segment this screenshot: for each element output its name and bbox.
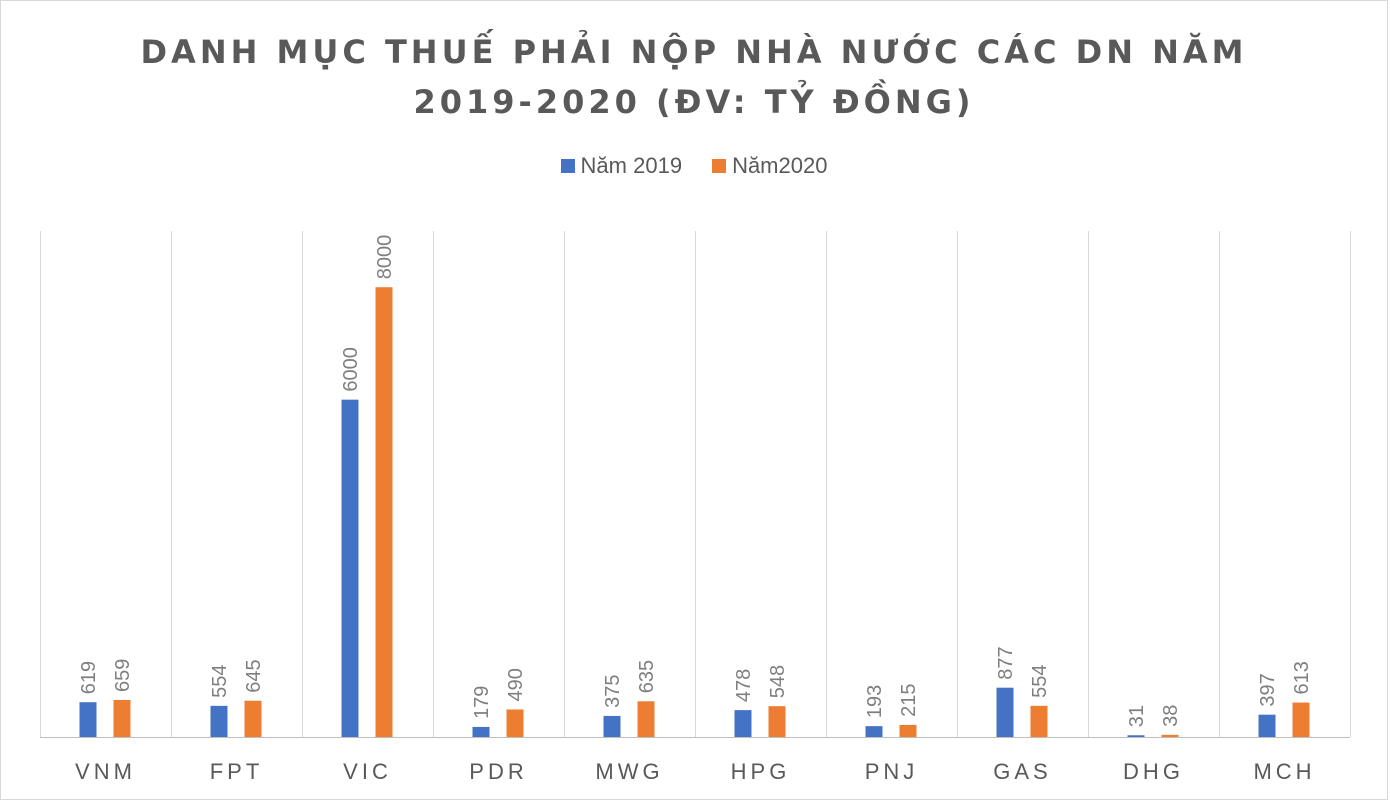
data-label-dhg-2020: 38 bbox=[1160, 705, 1182, 727]
x-tick-label-pdr: PDR bbox=[469, 759, 527, 784]
legend-swatch-2019 bbox=[560, 159, 575, 173]
bar-vnm-2019 bbox=[79, 702, 97, 737]
bar-pnj-2020 bbox=[899, 724, 917, 737]
bar-mwg-2020 bbox=[637, 701, 655, 737]
data-label-dhg-2019: 31 bbox=[1126, 705, 1148, 727]
data-label-vnm-2019: 619 bbox=[78, 661, 100, 694]
legend-item-2020: Năm2020 bbox=[712, 153, 827, 179]
bar-mwg-2019 bbox=[603, 715, 621, 737]
bar-dhg-2019 bbox=[1127, 735, 1145, 737]
data-label-mwg-2020: 635 bbox=[636, 660, 658, 693]
bar-fpt-2020 bbox=[244, 700, 262, 737]
data-label-hpg-2020: 548 bbox=[767, 665, 789, 698]
bar-vic-2019 bbox=[341, 399, 359, 737]
bar-mch-2019 bbox=[1258, 714, 1276, 737]
bar-pdr-2020 bbox=[506, 709, 524, 737]
bar-pdr-2019 bbox=[472, 726, 490, 737]
bar-vnm-2020 bbox=[113, 699, 131, 737]
x-tick-label-pnj: PNJ bbox=[865, 759, 919, 784]
legend-label-2020: Năm2020 bbox=[732, 153, 828, 178]
legend-label-2019: Năm 2019 bbox=[580, 153, 683, 178]
data-label-fpt-2020: 645 bbox=[243, 659, 265, 692]
data-label-fpt-2019: 554 bbox=[209, 664, 231, 697]
data-label-mch-2019: 397 bbox=[1257, 673, 1279, 706]
data-label-hpg-2019: 478 bbox=[733, 669, 755, 702]
data-label-gas-2019: 877 bbox=[995, 646, 1017, 679]
bar-gas-2019 bbox=[996, 687, 1014, 737]
chart-title-line-2: 2019-2020 (ĐV: TỶ ĐỒNG) bbox=[413, 83, 975, 121]
x-tick-label-mwg: MWG bbox=[595, 759, 663, 784]
bar-mch-2020 bbox=[1292, 702, 1310, 737]
legend-swatch-2020 bbox=[712, 159, 727, 173]
data-label-gas-2020: 554 bbox=[1029, 664, 1051, 697]
bar-dhg-2020 bbox=[1161, 734, 1179, 737]
bar-gas-2020 bbox=[1030, 705, 1048, 737]
bar-fpt-2019 bbox=[210, 705, 228, 737]
data-label-mwg-2019: 375 bbox=[602, 675, 624, 708]
legend: Năm 2019 Năm2020 bbox=[1, 153, 1387, 179]
data-label-vic-2020: 8000 bbox=[374, 235, 396, 280]
data-label-mch-2020: 613 bbox=[1291, 661, 1313, 694]
data-label-vic-2019: 6000 bbox=[340, 347, 362, 392]
x-tick-label-mch: MCH bbox=[1253, 759, 1315, 784]
x-tick-label-dhg: DHG bbox=[1123, 759, 1184, 784]
x-tick-label-fpt: FPT bbox=[210, 759, 264, 784]
chart-title-line-1: DANH MỤC THUẾ PHẢI NỘP NHÀ NƯỚC CÁC DN N… bbox=[140, 33, 1248, 71]
x-tick-label-vnm: VNM bbox=[75, 759, 136, 784]
x-tick-label-gas: GAS bbox=[993, 759, 1051, 784]
data-label-vnm-2020: 659 bbox=[112, 659, 134, 692]
x-tick-label-hpg: HPG bbox=[731, 759, 791, 784]
bar-hpg-2020 bbox=[768, 706, 786, 737]
x-tick-label-vic: VIC bbox=[343, 759, 392, 784]
legend-item-2019: Năm 2019 bbox=[560, 153, 683, 179]
data-label-pdr-2020: 490 bbox=[505, 668, 527, 701]
bar-vic-2020 bbox=[375, 287, 393, 737]
data-label-pnj-2019: 193 bbox=[864, 685, 886, 718]
bar-pnj-2019 bbox=[865, 726, 883, 737]
data-label-pdr-2019: 179 bbox=[471, 686, 493, 719]
data-label-pnj-2020: 215 bbox=[898, 684, 920, 717]
bar-hpg-2019 bbox=[734, 710, 752, 737]
chart-title: DANH MỤC THUẾ PHẢI NỘP NHÀ NƯỚC CÁC DN N… bbox=[1, 27, 1387, 127]
